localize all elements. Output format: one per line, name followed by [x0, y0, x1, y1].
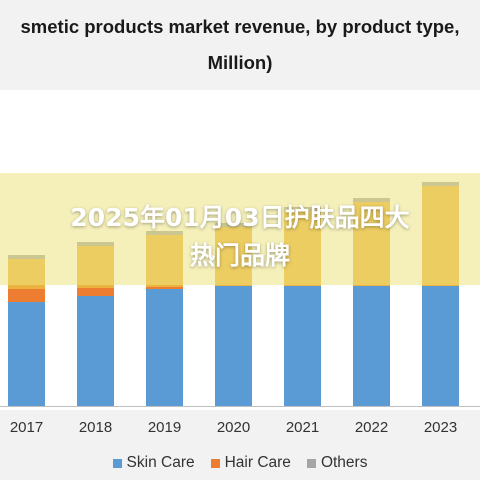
bar-hair-care-2017: [8, 289, 45, 302]
x-tick-label-2021: 2021: [286, 419, 319, 436]
bar-skin-care-2021: [284, 286, 321, 406]
overlay-banner: [0, 173, 480, 285]
x-tick-label-2017: 2017: [10, 419, 43, 436]
x-tick-label-2018: 2018: [79, 419, 112, 436]
bar-skin-care-2022: [353, 286, 390, 406]
bar-hair-care-2019: [146, 287, 183, 289]
x-tick-labels: 2017 2018 2019 2020 2021 2022 2023: [10, 419, 457, 436]
overlay-caption: 2025年01月03日护肤品四大 热门品牌: [0, 199, 480, 275]
chart-title-line-1: smetic products market revenue, by produ…: [20, 16, 460, 37]
legend-swatch-hair-care: [210, 458, 220, 468]
x-tick-label-2019: 2019: [148, 419, 181, 436]
bar-skin-care-2017: [8, 302, 45, 406]
legend-item-skin-care: Skin Care: [112, 454, 195, 472]
legend-label-others: Others: [320, 454, 368, 471]
legend-swatch-skin-care: [112, 458, 122, 468]
bar-skin-care-2019: [146, 289, 183, 406]
legend-label-skin-care: Skin Care: [126, 454, 195, 471]
legend-swatch-others: [306, 458, 316, 468]
bar-hair-care-2018: [77, 288, 114, 296]
overlay-caption-line-2: 热门品牌: [189, 241, 290, 270]
x-tick-label-2023: 2023: [424, 419, 457, 436]
legend-label-hair-care: Hair Care: [224, 454, 291, 471]
bar-skin-care-2023: [422, 286, 459, 406]
legend: Skin Care Hair Care Others: [0, 451, 480, 475]
overlay-caption-line-1: 2025年01月03日护肤品四大: [70, 203, 410, 232]
chart-title-line-2: Million): [207, 52, 273, 73]
legend-item-hair-care: Hair Care: [210, 454, 291, 472]
x-tick-label-2022: 2022: [355, 419, 388, 436]
bar-skin-care-2018: [77, 296, 114, 406]
x-tick-label-2020: 2020: [217, 419, 250, 436]
bar-skin-care-2020: [215, 286, 252, 406]
legend-item-others: Others: [306, 454, 368, 472]
